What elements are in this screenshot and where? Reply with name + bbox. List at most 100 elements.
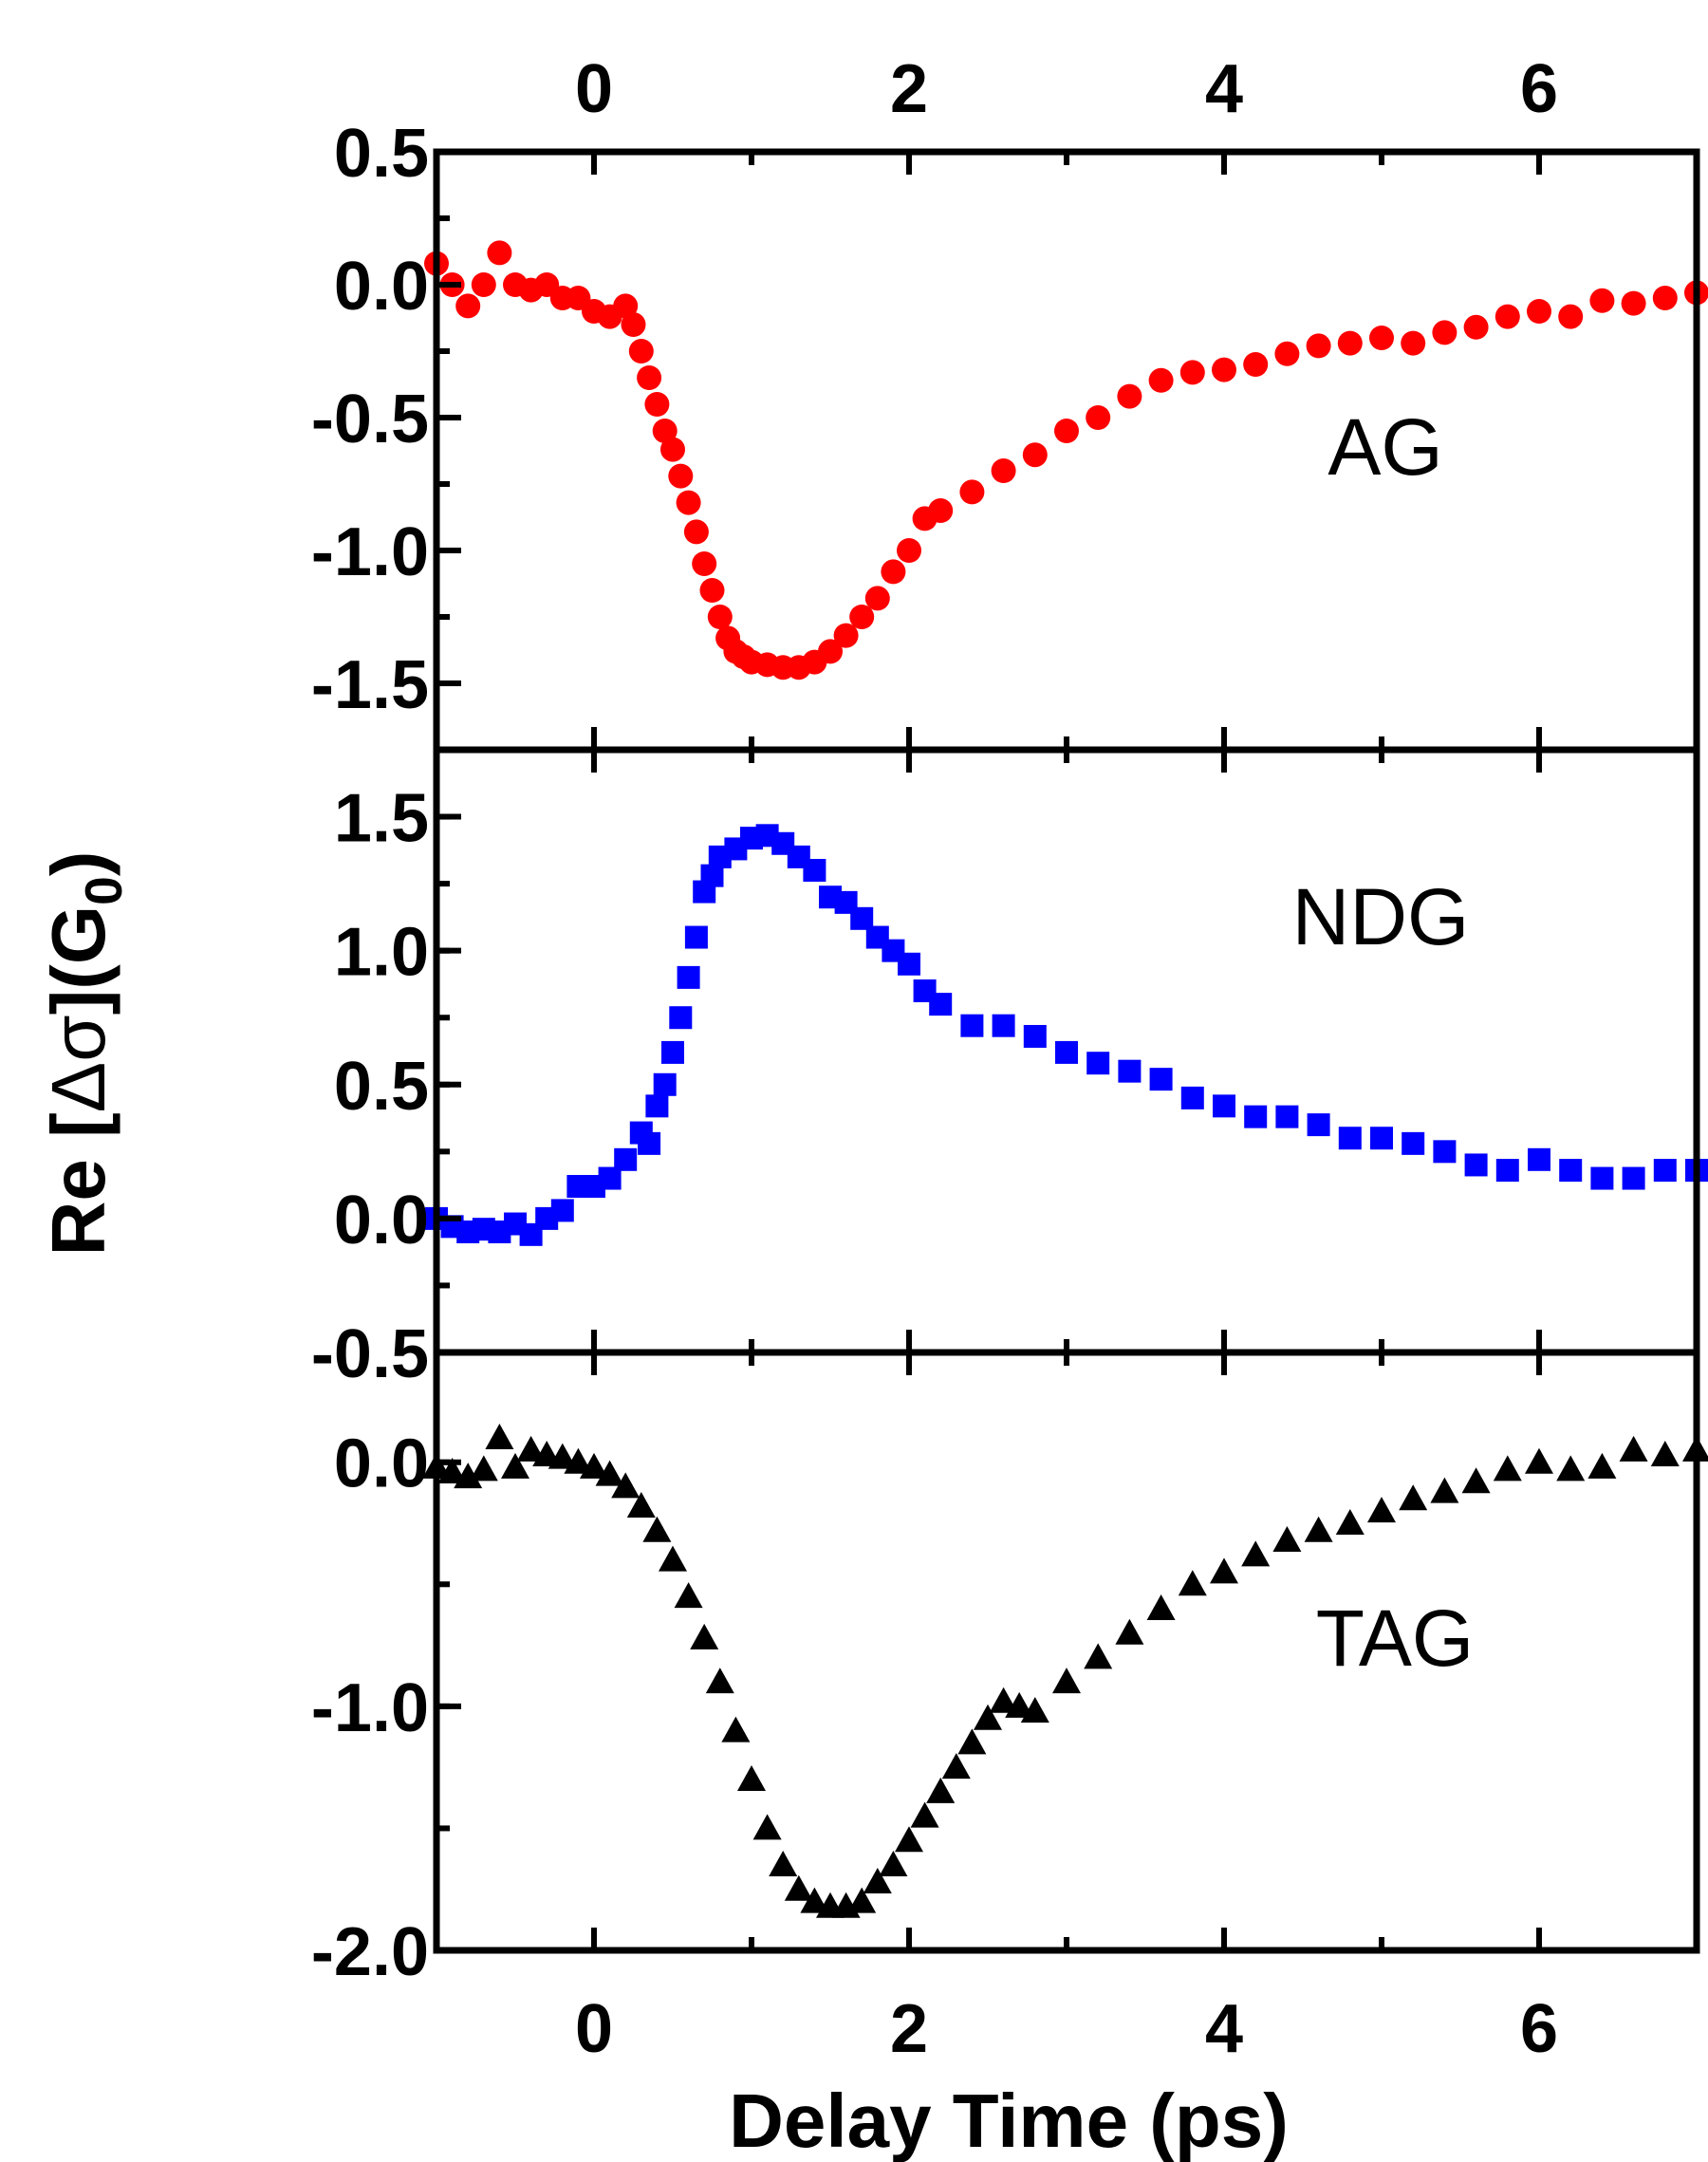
data-point <box>1213 1094 1235 1118</box>
data-point <box>660 437 685 462</box>
data-point <box>881 559 906 585</box>
data-point <box>1399 1484 1428 1511</box>
data-point <box>1275 1105 1299 1128</box>
data-point <box>707 605 733 629</box>
data-point <box>705 1668 734 1694</box>
data-point <box>769 1851 798 1876</box>
panel-frame-ag <box>433 148 1700 754</box>
y-tick-label: 0.5 <box>334 1049 429 1125</box>
data-point <box>1622 1166 1645 1190</box>
data-point <box>621 312 646 337</box>
top-x-tick-label: 4 <box>1205 51 1243 127</box>
data-point <box>897 538 921 563</box>
data-point <box>1272 1526 1302 1552</box>
data-point <box>637 365 662 390</box>
data-point <box>653 1072 677 1096</box>
data-point <box>699 578 725 603</box>
data-point <box>661 1040 684 1064</box>
data-point <box>1559 1159 1583 1183</box>
data-point <box>1463 314 1489 340</box>
data-point <box>1556 1455 1586 1482</box>
data-point <box>1274 341 1300 366</box>
x-ticks-ndg <box>591 750 1542 1352</box>
data-point <box>1433 1140 1457 1164</box>
data-point <box>1369 326 1394 350</box>
data-point <box>471 272 496 297</box>
data-point <box>1432 320 1457 345</box>
y-axis-title-middle: ](G <box>36 905 121 1016</box>
data-point <box>1054 419 1079 443</box>
data-point <box>1338 1127 1362 1150</box>
data-point <box>652 419 678 443</box>
data-point <box>1528 1147 1550 1171</box>
x-axis-title: Delay Time (ps) <box>729 2078 1289 2162</box>
data-point <box>1306 333 1331 359</box>
data-point <box>1307 1113 1330 1137</box>
data-point <box>469 1455 498 1482</box>
bottom-x-tick-labels: 0 2 4 6 <box>575 1991 1558 2067</box>
y-tick-label: 0.5 <box>334 116 429 192</box>
data-point <box>1494 304 1520 329</box>
data-point <box>487 240 512 266</box>
data-point <box>1370 1127 1393 1150</box>
data-point <box>1430 1477 1459 1503</box>
data-point <box>1241 1540 1271 1567</box>
y-ticks-tag: 0.0 -1.0 -2.0 <box>311 1426 461 1990</box>
y-tick-label: -0.5 <box>311 1316 429 1392</box>
data-point <box>611 1472 640 1499</box>
panel-label-ndg: NDG <box>1292 872 1470 961</box>
bottom-x-tick-label: 0 <box>575 1991 613 2067</box>
y-tick-label: 0.0 <box>334 249 429 325</box>
y-axis-title-delta-sigma: Δσ <box>36 1015 121 1112</box>
data-point <box>1178 1570 1207 1596</box>
top-x-tick-labels: 0 2 4 6 <box>575 51 1558 127</box>
data-point <box>659 1545 687 1572</box>
data-point <box>847 1887 877 1913</box>
y-ticks-ndg: 1.5 1.0 0.5 0.0 -0.5 <box>311 781 461 1392</box>
data-point <box>1304 1516 1333 1542</box>
y-tick-label: -1.0 <box>311 514 429 590</box>
data-point <box>674 1582 703 1609</box>
data-point <box>1495 1159 1519 1183</box>
data-point <box>1005 1691 1034 1718</box>
data-point <box>437 1458 467 1483</box>
data-point <box>989 1687 1018 1713</box>
data-point <box>926 1777 956 1803</box>
data-point <box>516 1435 546 1462</box>
data-point <box>1401 330 1426 356</box>
panel-frame-tag <box>433 1349 1700 1954</box>
y-tick-label: -2.0 <box>311 1914 429 1990</box>
y-ticks-ag: 0.5 0.0 -0.5 -1.0 -1.5 <box>311 116 461 723</box>
data-point <box>613 293 639 319</box>
data-point <box>737 1765 766 1791</box>
data-point <box>1115 1618 1144 1645</box>
data-point <box>501 1452 529 1479</box>
data-point <box>959 479 985 505</box>
data-point <box>895 1826 923 1853</box>
data-point <box>752 1814 782 1840</box>
data-point <box>626 1492 656 1518</box>
data-point <box>677 965 700 989</box>
data-point <box>1589 288 1615 313</box>
data-point <box>1052 1668 1081 1694</box>
data-point <box>992 1014 1015 1037</box>
data-point <box>1180 1086 1204 1109</box>
data-point <box>991 458 1016 483</box>
data-point <box>548 1443 577 1469</box>
data-point <box>974 1704 1002 1730</box>
data-point <box>1148 367 1174 393</box>
data-point <box>669 1006 693 1030</box>
data-point <box>1084 1643 1113 1669</box>
data-point <box>1653 1159 1677 1183</box>
data-point <box>1023 1024 1047 1048</box>
data-point <box>485 1424 514 1449</box>
data-point <box>1020 1697 1049 1723</box>
data-point <box>614 1147 638 1171</box>
data-point <box>1244 1105 1268 1128</box>
top-x-tick-label: 6 <box>1520 51 1558 127</box>
data-point <box>690 1623 719 1649</box>
panel-label-ag: AG <box>1327 402 1442 492</box>
data-point <box>960 1014 984 1037</box>
data-point <box>1590 1166 1614 1190</box>
